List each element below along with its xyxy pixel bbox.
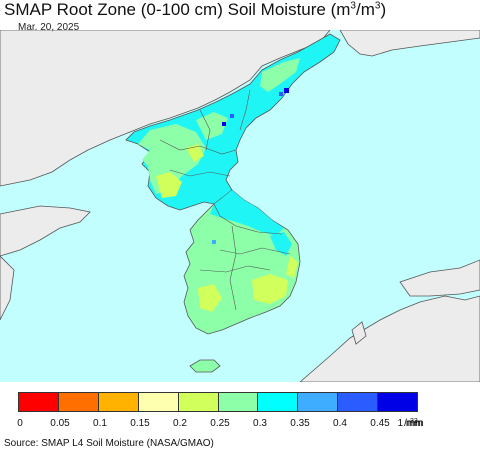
japan-honshu-tip xyxy=(399,259,480,297)
sk-dry-southeast xyxy=(252,274,288,304)
legend-tick-label: 0.35 xyxy=(290,418,310,429)
legend-colorbar xyxy=(18,392,418,412)
legend-swatch xyxy=(178,393,219,411)
map-date: Mar. 20, 2025 xyxy=(18,22,80,33)
soil-moisture-map xyxy=(0,30,480,382)
map-svg xyxy=(0,30,480,382)
nk-dry-west xyxy=(138,124,206,194)
nk-dry-center xyxy=(196,112,228,140)
nk-dry-southwest xyxy=(156,172,182,198)
wet-pixel-3 xyxy=(230,114,234,118)
tsushima-island xyxy=(351,321,367,345)
legend-tick-label: 0.1 xyxy=(93,418,107,429)
legend-tick-label: 0.45 xyxy=(370,418,390,429)
wet-pixel-1 xyxy=(284,88,289,93)
legend-tick-label: 0.25 xyxy=(210,418,230,429)
legend-swatch xyxy=(138,393,179,411)
legend-tick-label: 0.2 xyxy=(173,418,187,429)
sk-dry-southwest xyxy=(198,284,222,312)
legend-swatch xyxy=(258,393,299,411)
legend-labels: 1 mm 3/mm 3 0 0.05 0.1 0.15 0.2 0.25 0.3 0.35 0.4 0… xyxy=(0,418,480,432)
legend-swatch xyxy=(218,393,259,411)
legend-unit-label: 1 mm 3/mm 3 xyxy=(397,418,424,429)
legend-tick-label: 0.05 xyxy=(50,418,70,429)
japan-land xyxy=(299,295,480,382)
sk-dry-east-coast xyxy=(286,256,298,278)
wet-pixel-5 xyxy=(212,240,216,244)
nk-dry-patch-2 xyxy=(186,144,204,162)
legend-tick-label: 0.3 xyxy=(253,418,267,429)
west-coast-land xyxy=(0,255,15,321)
sk-wet-north xyxy=(210,190,284,236)
sk-wet-east xyxy=(270,232,292,256)
legend-swatch xyxy=(19,393,59,411)
legend-swatch xyxy=(58,393,99,411)
source-note: Source: SMAP L4 Soil Moisture (NASA/GMAO… xyxy=(4,438,214,449)
legend-swatch xyxy=(98,393,139,411)
russia-land xyxy=(339,30,480,57)
legend-swatch xyxy=(298,393,339,411)
legend-swatch xyxy=(338,393,379,411)
map-title: SMAP Root Zone (0-100 cm) Soil Moisture … xyxy=(4,0,387,19)
shandong-peninsula xyxy=(0,205,91,257)
province-borders xyxy=(159,89,291,311)
jeju-island xyxy=(189,359,221,373)
mainland-outside-land xyxy=(0,30,331,187)
legend-swatch xyxy=(378,393,418,411)
legend-tick-label: 0 xyxy=(17,418,23,429)
legend-tick-label: 0.4 xyxy=(333,418,347,429)
legend-tick-label: 0.15 xyxy=(130,418,150,429)
nk-dry-northeast xyxy=(260,58,300,92)
wet-pixel-4 xyxy=(222,122,226,126)
wet-pixel-2 xyxy=(279,92,283,96)
